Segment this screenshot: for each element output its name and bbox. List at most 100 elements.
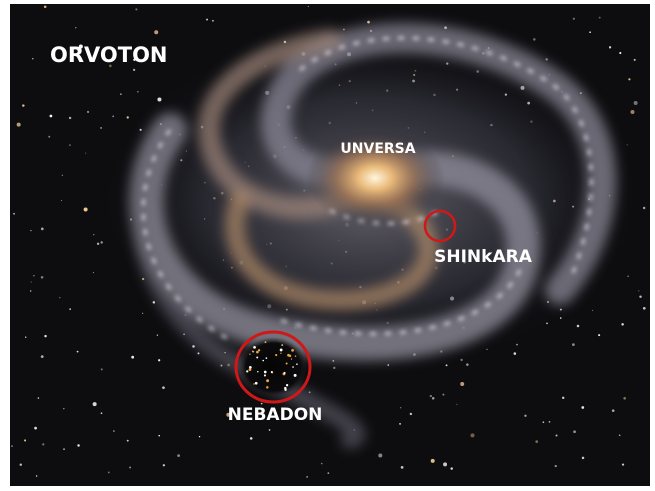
star <box>249 353 251 355</box>
star <box>42 443 45 446</box>
star <box>598 334 601 337</box>
star <box>378 453 383 458</box>
star <box>292 366 294 368</box>
star <box>63 448 65 450</box>
star <box>22 104 25 107</box>
star <box>253 383 255 385</box>
star <box>145 53 149 57</box>
star <box>158 359 161 362</box>
star <box>555 434 558 437</box>
star <box>294 355 297 357</box>
star <box>248 368 252 371</box>
star <box>283 371 286 374</box>
star <box>13 212 15 215</box>
star <box>460 381 465 386</box>
star <box>293 373 297 377</box>
star <box>248 366 252 369</box>
star <box>35 475 38 477</box>
star <box>608 46 612 49</box>
star <box>642 206 646 210</box>
star <box>266 379 270 383</box>
star <box>78 44 83 49</box>
star <box>113 430 115 432</box>
star <box>120 93 122 95</box>
star <box>76 350 79 353</box>
star <box>281 344 284 347</box>
star <box>545 58 548 61</box>
star <box>129 466 132 469</box>
star <box>108 64 112 68</box>
star <box>61 174 64 176</box>
star <box>29 290 32 292</box>
star <box>135 8 138 11</box>
star <box>633 100 638 105</box>
star <box>198 435 201 438</box>
star <box>456 403 458 405</box>
star <box>581 456 585 460</box>
star <box>327 472 330 475</box>
star <box>627 275 629 277</box>
star <box>280 352 282 354</box>
star <box>442 393 445 396</box>
star <box>279 348 283 352</box>
star <box>33 275 35 277</box>
star <box>284 386 287 390</box>
star <box>83 207 88 212</box>
star <box>92 402 97 407</box>
star <box>69 308 72 311</box>
star <box>49 114 53 118</box>
star <box>48 135 51 138</box>
star <box>548 421 551 423</box>
star <box>257 371 259 373</box>
star <box>400 466 404 469</box>
star <box>60 199 63 202</box>
star <box>251 350 254 353</box>
star <box>611 409 615 412</box>
star <box>32 58 34 60</box>
star <box>59 297 61 299</box>
star <box>11 445 13 447</box>
star <box>270 370 273 373</box>
star <box>589 31 591 34</box>
star <box>306 475 309 478</box>
star <box>40 276 44 279</box>
star <box>638 290 640 292</box>
star <box>107 471 110 474</box>
star <box>621 323 624 326</box>
orvoton-label: ORVOTON <box>50 43 168 67</box>
star <box>192 345 195 348</box>
star <box>256 350 259 354</box>
star <box>93 234 95 236</box>
star <box>288 354 292 358</box>
star <box>253 345 256 349</box>
star <box>320 462 323 465</box>
star <box>30 229 32 232</box>
star <box>263 374 267 377</box>
star <box>37 397 40 399</box>
star <box>619 51 622 55</box>
star <box>92 272 94 274</box>
star <box>429 394 433 398</box>
star <box>100 241 103 244</box>
star <box>34 426 37 430</box>
star <box>212 19 214 22</box>
star <box>296 363 298 365</box>
star <box>466 363 469 366</box>
star <box>69 144 71 146</box>
star <box>260 402 263 405</box>
shinkara-circle <box>423 209 457 243</box>
nebadon-stars <box>246 341 298 392</box>
star <box>367 20 370 24</box>
star <box>257 349 261 352</box>
star <box>581 406 585 409</box>
star <box>562 396 565 400</box>
star <box>524 414 527 417</box>
star <box>162 386 165 389</box>
star <box>626 144 628 146</box>
star <box>633 58 636 61</box>
star <box>126 116 129 119</box>
star <box>470 433 475 438</box>
star <box>206 18 208 21</box>
star <box>133 68 136 71</box>
